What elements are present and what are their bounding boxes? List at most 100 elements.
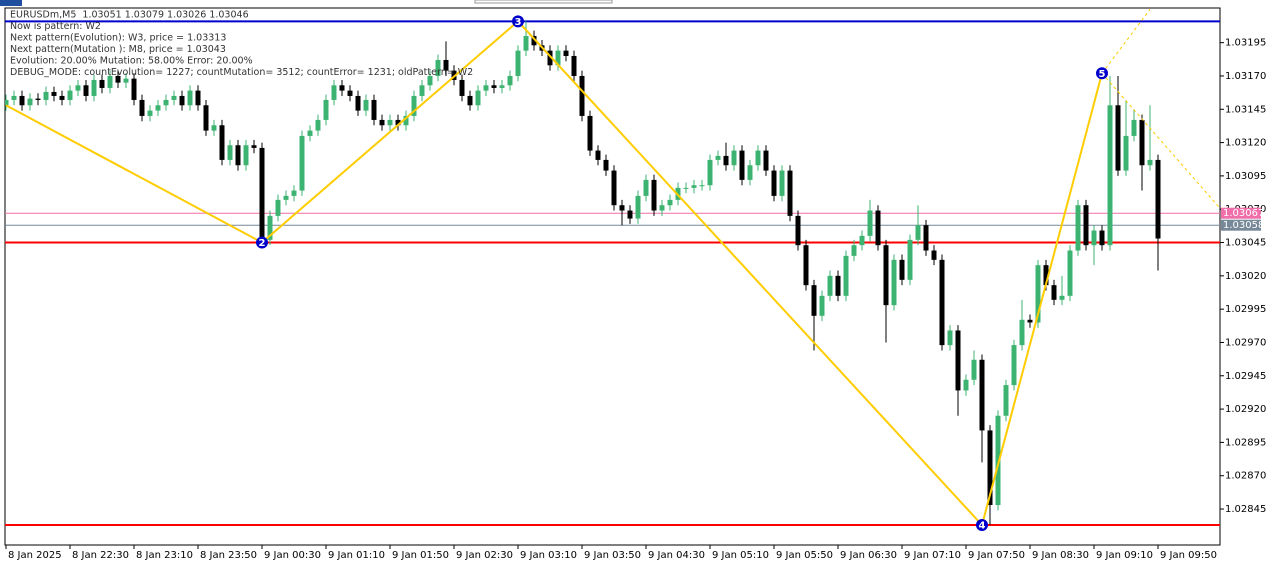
candle-body [1091,230,1097,246]
candle-body [403,115,409,126]
candle-body [355,95,361,111]
candle-body [779,170,785,196]
candle-body [5,99,9,106]
y-tick-label: 1.02945 [1225,371,1266,382]
y-tick-label: 1.03170 [1225,71,1266,82]
candle-body [635,195,641,219]
candle-body [1011,345,1017,386]
candle-body [603,159,609,171]
candle-body [659,205,665,211]
candle-body [907,239,913,280]
candle-body [35,98,41,100]
x-tick-label: 9 Jan 01:10 [328,550,385,561]
pivot-label: 4 [979,521,986,532]
candle-body [763,150,769,171]
candle-body [651,179,657,211]
candle-body [395,119,401,126]
y-tick-label: 1.03120 [1225,138,1266,149]
candle-body [339,85,345,91]
x-tick-label: 9 Jan 05:50 [776,550,833,561]
candle-body [43,91,49,100]
candle-body [571,55,577,76]
candle-body [171,95,177,100]
candle-body [1139,119,1145,166]
candle-body [1067,250,1073,296]
candle-body [963,379,969,391]
candle-body [195,90,201,106]
x-tick-label: 9 Jan 06:30 [840,550,897,561]
candle-body [267,215,273,240]
pivot-marker [256,236,268,249]
candle-body [99,79,105,88]
pivot-marker [1096,67,1108,80]
candle-body [875,210,881,246]
x-tick-label: 9 Jan 09:50 [1160,550,1217,561]
candle-body [723,155,729,166]
projection-line [1101,9,1151,74]
candle-body [1115,105,1121,171]
candle-body [107,75,113,88]
price-label: 1.03058 [1223,220,1264,231]
pivot-marker [512,15,524,28]
candle-body [851,245,857,256]
candle-body [307,130,313,136]
candle-body [899,259,905,280]
info-line: Next pattern(Evolution): W3, price = 1.0… [10,33,226,44]
candle-body [379,119,385,126]
y-tick-label: 1.02845 [1225,504,1266,515]
x-tick-label: 8 Jan 2025 [8,550,62,561]
x-tick-label: 9 Jan 07:10 [904,550,961,561]
candle-body [939,259,945,346]
candle-body [1099,230,1105,246]
candle-body [995,415,1001,506]
candle-body [915,225,921,240]
x-tick-label: 9 Jan 00:30 [264,550,321,561]
candle-body [131,78,137,100]
candle-body [715,155,721,160]
candle-body [211,125,217,131]
info-line: Next pattern(Mutation ): M8, price = 1.0… [10,44,226,55]
x-tick-label: 9 Jan 09:10 [1096,550,1153,561]
x-tick-label: 9 Jan 02:30 [456,550,513,561]
candle-body [1019,319,1025,346]
candle-body [115,75,121,83]
candle-body [163,99,169,106]
candle-body [515,50,521,76]
y-tick-label: 1.03145 [1225,104,1266,115]
x-tick-label: 9 Jan 01:50 [392,550,449,561]
candle-body [363,99,369,111]
price-label-box [1221,219,1261,231]
candle-body [51,91,57,96]
candle-body [187,90,193,106]
candle-body [291,190,297,196]
candle-body [795,215,801,246]
candle-body [451,70,457,80]
candle-body [1123,135,1129,171]
y-tick-label: 1.02970 [1225,337,1266,348]
y-tick-label: 1.02995 [1225,304,1266,315]
candle-body [475,90,481,106]
projection-line [1101,72,1220,210]
x-tick-label: 9 Jan 08:30 [1032,550,1089,561]
candle-body [771,170,777,196]
candle-body [11,95,17,100]
candle-body [219,125,225,160]
candle-body [203,105,209,131]
y-tick-label: 1.02870 [1225,471,1266,482]
candle-body [971,359,977,380]
candle-body [579,75,585,116]
candle-body [883,245,889,306]
candle-body [259,147,265,240]
price-label-box [1221,207,1261,219]
candle-body [667,199,673,206]
candle-body [419,85,425,96]
candle-body [467,95,473,106]
candle-body [427,75,433,86]
info-line: Now is pattern: W2 [10,21,101,32]
candle-body [19,95,25,106]
x-tick-label: 8 Jan 23:10 [136,550,193,561]
candle-body [315,119,321,131]
candle-body [1147,159,1153,166]
